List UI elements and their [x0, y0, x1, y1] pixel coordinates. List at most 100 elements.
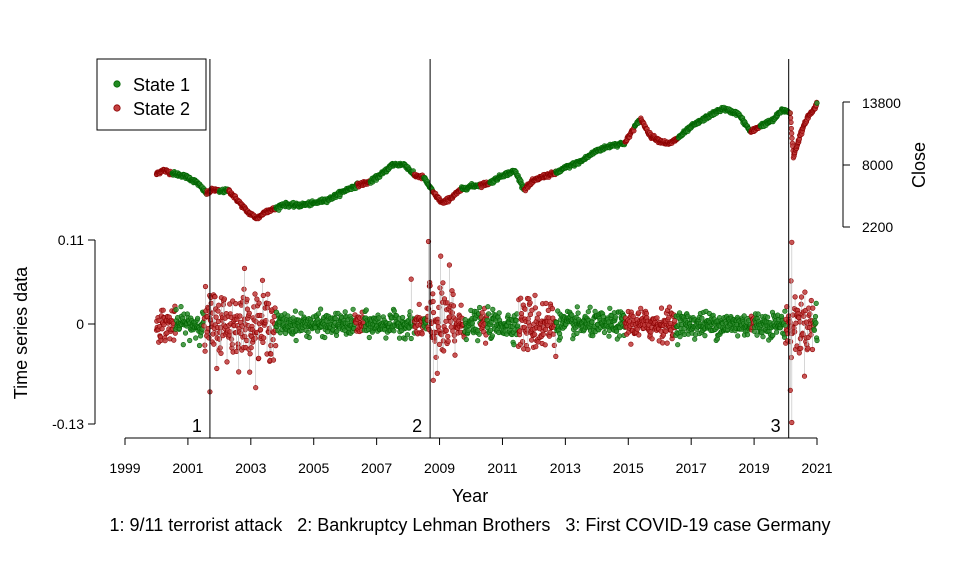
return-point	[213, 314, 219, 320]
return-point	[638, 305, 644, 311]
return-point	[476, 331, 482, 337]
return-point	[796, 350, 802, 356]
return-point	[260, 292, 266, 299]
return-point	[789, 419, 795, 426]
legend-marker-state1	[113, 80, 121, 88]
return-point	[773, 329, 780, 335]
legend-marker-state2	[113, 104, 121, 112]
return-point	[802, 289, 808, 295]
return-point	[496, 310, 502, 316]
return-point	[801, 313, 807, 319]
return-point	[268, 351, 274, 357]
return-point	[253, 385, 259, 391]
return-point	[247, 351, 253, 357]
return-point	[445, 333, 451, 340]
x-tick-label: 1999	[109, 460, 140, 476]
return-point	[485, 304, 491, 310]
return-point	[224, 359, 230, 365]
close-price-points	[153, 99, 820, 222]
return-point	[477, 304, 483, 311]
return-point	[452, 352, 458, 358]
return-point	[436, 341, 443, 348]
return-point	[363, 307, 369, 313]
return-point	[443, 318, 449, 324]
return-point	[483, 340, 489, 346]
return-point	[444, 300, 451, 306]
return-point	[259, 277, 266, 283]
return-point	[216, 336, 223, 342]
return-point	[376, 315, 382, 321]
returns-axis-label: Time series data	[11, 266, 31, 399]
return-point	[419, 331, 425, 337]
return-point	[592, 308, 598, 315]
return-point	[173, 307, 179, 313]
return-point	[430, 377, 436, 383]
return-point	[549, 306, 556, 312]
return-point	[809, 346, 816, 353]
return-point	[575, 310, 581, 316]
return-point	[792, 329, 798, 335]
return-point	[659, 340, 666, 346]
return-point	[675, 342, 681, 348]
return-point	[263, 318, 269, 324]
return-point	[636, 332, 642, 338]
return-point	[532, 305, 539, 311]
return-point	[658, 305, 665, 311]
x-tick-label: 2021	[801, 460, 832, 476]
return-point	[366, 334, 372, 341]
return-point	[391, 328, 397, 334]
return-point	[430, 309, 437, 316]
return-point	[322, 334, 328, 341]
return-point	[244, 337, 250, 344]
return-point	[463, 336, 469, 343]
return-point	[813, 300, 819, 307]
event-marker-label: 3	[771, 416, 781, 436]
return-point	[490, 306, 496, 313]
return-point	[540, 331, 546, 337]
return-point	[408, 276, 414, 282]
return-point	[434, 370, 440, 376]
return-point	[241, 286, 247, 292]
return-point	[242, 327, 248, 333]
return-point	[533, 344, 539, 350]
return-point	[532, 332, 538, 338]
return-point	[237, 313, 243, 319]
return-point	[193, 335, 199, 341]
return-point	[214, 365, 220, 372]
return-point	[755, 311, 761, 317]
return-point	[212, 294, 218, 300]
x-axis: 1999 2001 2003 2005 2007 2009 2011 2013 2015 2017…	[109, 437, 833, 476]
return-point	[450, 303, 457, 309]
legend-box	[96, 58, 207, 131]
return-point	[635, 310, 642, 316]
return-point	[400, 314, 406, 321]
return-point	[268, 342, 274, 349]
return-point	[699, 315, 705, 321]
x-axis-label: Year	[452, 486, 488, 506]
return-point	[574, 330, 580, 337]
return-point	[252, 291, 258, 297]
return-point	[247, 369, 253, 375]
return-point	[814, 337, 820, 344]
return-point	[252, 335, 258, 341]
return-point	[601, 329, 608, 336]
return-point	[663, 328, 669, 334]
return-point	[248, 345, 254, 351]
return-point	[654, 315, 660, 321]
return-point	[789, 239, 795, 245]
return-point	[628, 341, 634, 347]
return-point	[315, 311, 322, 317]
return-point	[517, 328, 523, 334]
return-point	[218, 350, 224, 356]
return-point	[528, 337, 535, 343]
return-point	[735, 333, 741, 339]
return-point	[438, 253, 444, 259]
return-point	[812, 313, 819, 320]
event-marker-label: 2	[412, 416, 422, 436]
return-point	[246, 310, 252, 316]
return-point	[446, 262, 453, 268]
return-point	[447, 314, 453, 320]
return-point	[613, 328, 620, 334]
return-point	[574, 304, 580, 310]
